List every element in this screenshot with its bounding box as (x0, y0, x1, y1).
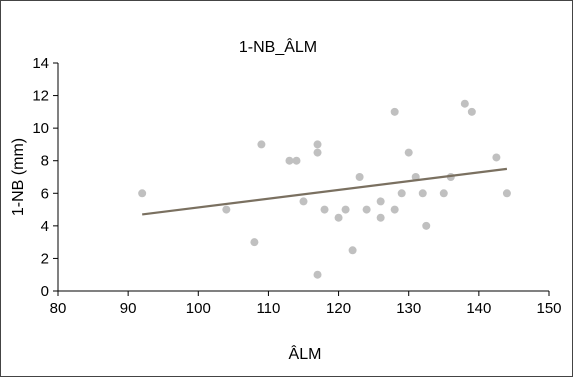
y-tick-label: 8 (41, 153, 49, 170)
scatter-point (355, 173, 364, 181)
scatter-point (292, 156, 301, 165)
x-tick-label: 120 (326, 300, 351, 317)
x-axis-title: ÂLM (289, 344, 322, 363)
scatter-point (376, 197, 385, 206)
x-tick-label: 140 (466, 300, 491, 317)
plot-area: 0 2 4 6 8 10 12 14 80 90 100 110 120 130 140 150 (32, 55, 561, 317)
y-axis-title: 1-NB (mm) (10, 138, 27, 216)
x-axis-ticks: 80 90 100 110 120 130 140 150 (50, 291, 562, 317)
y-tick-label: 2 (41, 250, 49, 267)
scatter-point (341, 205, 350, 214)
y-tick-label: 12 (32, 88, 49, 105)
x-tick-label: 100 (186, 300, 211, 317)
scatter-point (257, 140, 266, 149)
scatter-point (376, 213, 385, 222)
y-tick-label: 4 (41, 218, 49, 235)
scatter-point (138, 189, 147, 198)
scatter-point (334, 213, 343, 222)
y-tick-label: 0 (41, 283, 49, 300)
scatter-point (250, 238, 259, 247)
scatter-point (439, 189, 448, 198)
data-points (138, 99, 511, 279)
scatter-point (299, 197, 308, 206)
trend-line (142, 167, 508, 216)
x-tick-label: 80 (50, 300, 67, 317)
scatter-point (418, 189, 427, 198)
scatter-point (397, 189, 406, 198)
y-axis-ticks: 0 2 4 6 8 10 12 14 (32, 55, 58, 300)
scatter-point (320, 205, 329, 214)
scatter-point (422, 221, 431, 230)
y-tick-label: 14 (32, 55, 49, 72)
scatter-point (362, 205, 371, 214)
scatter-point (460, 99, 469, 108)
x-tick-label: 90 (120, 300, 137, 317)
scatter-point (313, 140, 322, 149)
scatter-point (467, 107, 476, 116)
x-tick-label: 130 (396, 300, 421, 317)
scatter-point (390, 107, 399, 116)
scatter-point (390, 205, 399, 214)
y-tick-label: 10 (32, 120, 49, 137)
scatter-point (313, 148, 322, 157)
x-tick-label: 110 (256, 300, 280, 317)
y-tick-label: 6 (41, 185, 49, 202)
scatter-point (492, 153, 501, 162)
scatter-point (502, 189, 511, 198)
scatter-point (222, 205, 231, 214)
chart-title: 1-NB_ÂLM (239, 37, 317, 56)
x-tick-label: 150 (536, 300, 561, 317)
scatter-point (348, 246, 357, 255)
scatter-point (285, 156, 294, 165)
trend-line-group (142, 167, 508, 216)
scatter-point (313, 270, 322, 279)
scatter-point (404, 148, 413, 157)
